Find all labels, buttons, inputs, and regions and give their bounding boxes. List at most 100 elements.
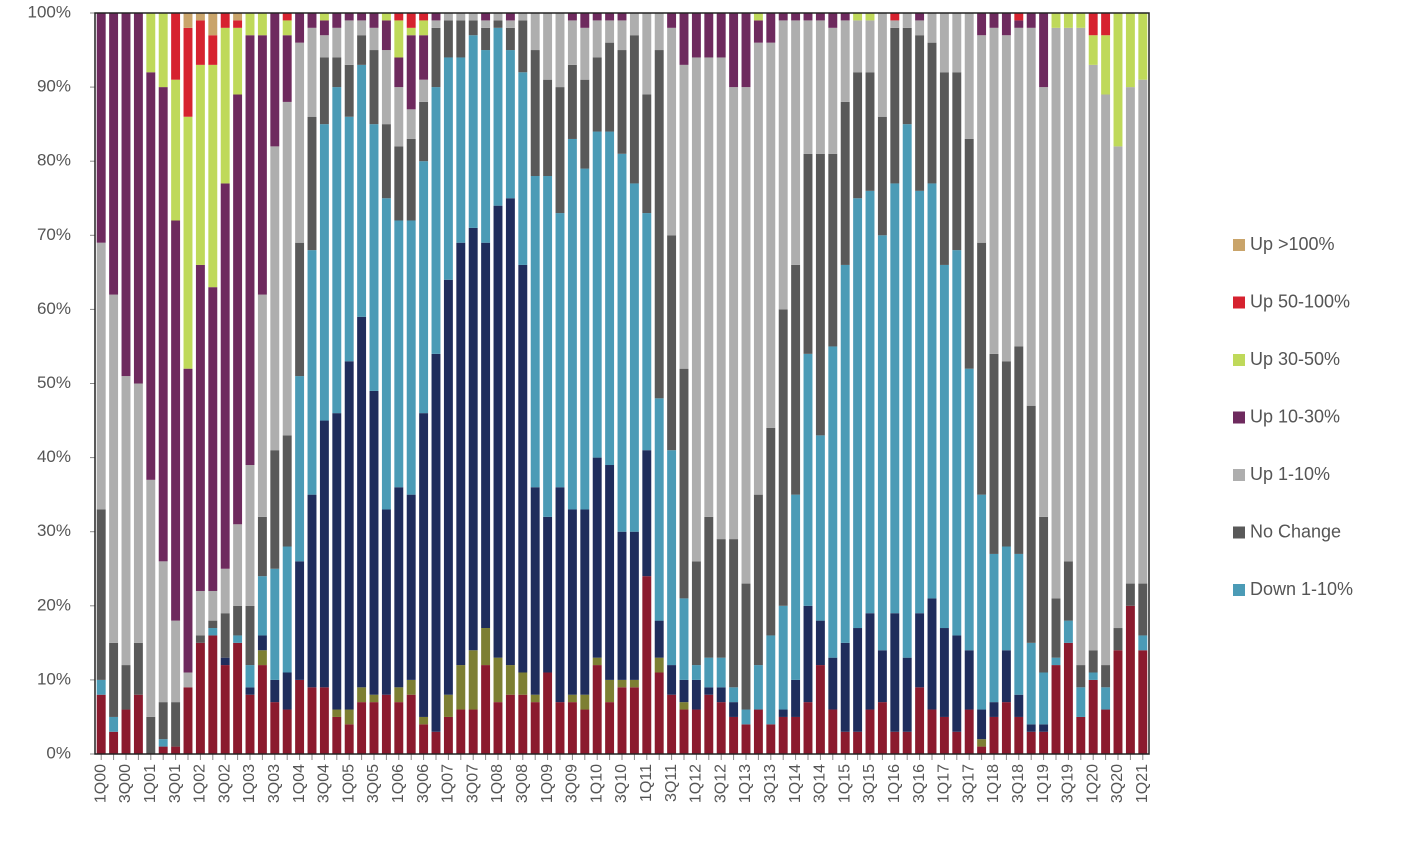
- legend-label: No Change: [1250, 521, 1341, 541]
- bar-segment: [443, 279, 453, 695]
- bar-segment: [406, 694, 416, 754]
- y-tick-label: 80%: [37, 151, 71, 170]
- bar-segment: [233, 642, 243, 754]
- x-tick-label: 3Q06: [415, 764, 432, 803]
- bar-segment: [977, 494, 987, 710]
- bar-segment: [468, 650, 478, 710]
- x-tick-label: 1Q03: [241, 764, 258, 803]
- bar-segment: [257, 35, 267, 295]
- bar-segment: [1076, 687, 1086, 717]
- bar-segment: [146, 13, 156, 73]
- bar-segment: [332, 709, 342, 717]
- bar-segment: [493, 13, 503, 21]
- bar-segment: [964, 138, 974, 369]
- bar-segment: [567, 509, 577, 695]
- bar-segment: [481, 628, 491, 666]
- bar-segment: [654, 672, 664, 754]
- bar-segment: [927, 13, 937, 43]
- bar-segment: [654, 657, 664, 673]
- x-tick-label: 1Q02: [192, 764, 209, 803]
- bar-segment: [939, 716, 949, 754]
- bar-segment: [419, 13, 429, 21]
- legend-swatch: [1233, 411, 1245, 424]
- bar-segment: [518, 264, 528, 673]
- bar-segment: [394, 487, 404, 688]
- bar-segment: [295, 561, 305, 680]
- bar-segment: [1063, 13, 1073, 28]
- bar-segment: [357, 20, 367, 36]
- bar-segment: [729, 687, 739, 703]
- bar-segment: [580, 509, 590, 695]
- bar-segment: [518, 672, 528, 695]
- bar-segment: [853, 628, 863, 732]
- bar-segment: [1063, 561, 1073, 621]
- y-tick-label: 50%: [37, 373, 71, 392]
- bar-segment: [617, 687, 627, 754]
- bar-segment: [741, 87, 751, 584]
- bar-segment: [518, 694, 528, 754]
- bar-segment: [853, 198, 863, 629]
- bar-segment: [443, 57, 453, 280]
- bar-segment: [530, 694, 540, 703]
- bar-segment: [307, 250, 317, 495]
- bar-segment: [840, 731, 850, 754]
- bar-segment: [741, 724, 751, 754]
- bar-segment: [381, 50, 391, 125]
- bar-segment: [766, 427, 776, 636]
- bar-segment: [567, 702, 577, 754]
- bar-segment: [828, 153, 838, 347]
- bar-segment: [493, 702, 503, 754]
- bar-segment: [307, 116, 317, 251]
- bar-segment: [729, 87, 739, 540]
- bar-segment: [617, 531, 627, 680]
- bar-segment: [332, 413, 342, 710]
- bar-segment: [431, 353, 441, 732]
- x-tick-label: 3Q08: [514, 764, 531, 803]
- bar-segment: [295, 42, 305, 243]
- x-tick-label: 3Q15: [861, 764, 878, 803]
- bar-segment: [158, 739, 168, 747]
- bar-segment: [902, 731, 912, 754]
- bar-segment: [853, 20, 863, 73]
- legend-label: Down 1-10%: [1250, 579, 1353, 599]
- bar-segment: [270, 679, 280, 703]
- bar-segment: [282, 20, 292, 36]
- bar-segment: [977, 739, 987, 747]
- bar-segment: [865, 13, 875, 21]
- bar-segment: [989, 13, 999, 28]
- bar-segment: [208, 590, 218, 621]
- bar-segment: [96, 13, 106, 243]
- bar-segment: [493, 20, 503, 28]
- bar-segment: [481, 50, 491, 243]
- bar-segment: [419, 20, 429, 36]
- y-tick-label: 10%: [37, 669, 71, 688]
- bar-segment: [803, 153, 813, 354]
- bar-segment: [1063, 642, 1073, 754]
- bar-segment: [791, 13, 801, 21]
- bar-segment: [381, 694, 391, 754]
- bar-segment: [419, 716, 429, 725]
- bar-segment: [989, 702, 999, 717]
- bar-segment: [270, 146, 280, 451]
- bar-segment: [1051, 598, 1061, 658]
- bar-segment: [840, 642, 850, 732]
- bar-segment: [1125, 583, 1135, 606]
- bar-segment: [1076, 13, 1086, 28]
- bar-segment: [815, 665, 825, 754]
- bar-segment: [605, 465, 615, 680]
- bar-segment: [1101, 665, 1111, 688]
- bar-segment: [592, 20, 602, 58]
- bar-segment: [617, 20, 627, 51]
- bar-segment: [344, 724, 354, 754]
- bar-segment: [1088, 64, 1098, 651]
- bar-segment: [431, 87, 441, 354]
- bar-segment: [877, 702, 887, 754]
- bar-segment: [1138, 79, 1148, 584]
- bar-segment: [369, 27, 379, 51]
- bar-segment: [691, 709, 701, 754]
- bar-segment: [629, 679, 639, 688]
- legend-label: Up 1-10%: [1250, 464, 1330, 484]
- bar-segment: [505, 20, 515, 28]
- bar-segment: [443, 694, 453, 717]
- bar-segment: [803, 702, 813, 754]
